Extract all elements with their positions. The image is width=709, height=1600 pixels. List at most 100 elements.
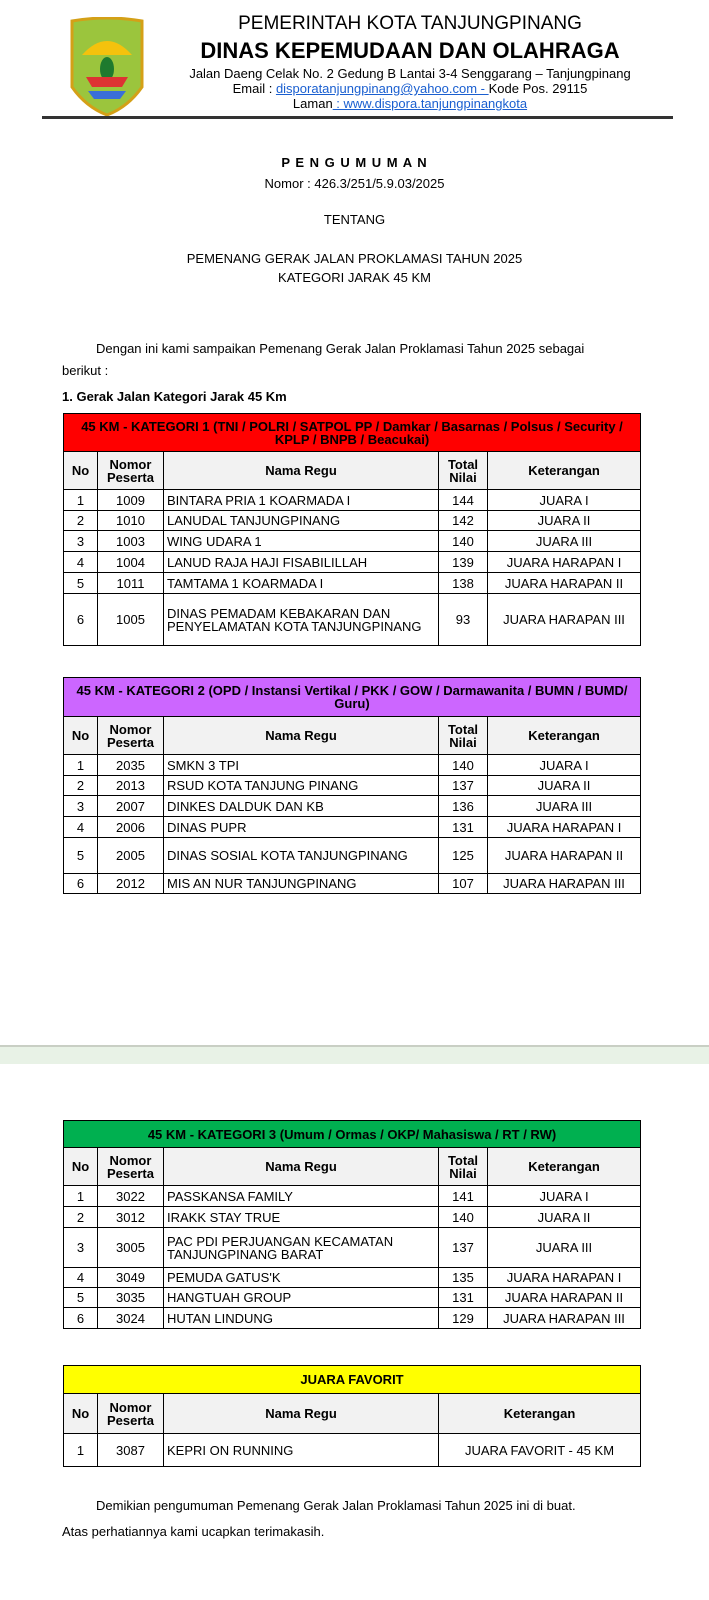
table-row: 5 2005 DINAS SOSIAL KOTA TANJUNGPINANG 125 J… xyxy=(63,837,641,874)
office-name: DINAS KEPEMUDAAN DAN OLAHRAGA xyxy=(200,38,620,63)
table-row: 6 1005 DINAS PEMADAM KEBAKARAN DAN PENYELA… xyxy=(63,593,641,646)
cell-ket: JUARA III xyxy=(487,1227,641,1268)
cell-total: 93 xyxy=(438,593,488,646)
header-nama: Nama Regu xyxy=(163,716,439,755)
cell-ket: JUARA HARAPAN I xyxy=(487,1267,641,1288)
cell-no: 6 xyxy=(63,593,98,646)
header-nama: Nama Regu xyxy=(163,451,439,490)
cell-no: 5 xyxy=(63,837,98,874)
cell-nomor: 3005 xyxy=(97,1227,164,1268)
cell-nama: PEMUDA GATUS'K xyxy=(163,1267,439,1288)
category-3-table: 45 KM - KATEGORI 3 (Umum / Ormas / OKP/ … xyxy=(63,1120,641,1329)
cell-ket: JUARA I xyxy=(487,754,641,776)
letterhead-divider xyxy=(42,116,673,119)
cell-no: 4 xyxy=(63,1267,98,1288)
table-row: 1 3022 PASSKANSA FAMILY 141 JUARA I xyxy=(63,1185,641,1207)
cell-nama: LANUD RAJA HAJI FISABILILLAH xyxy=(163,551,439,573)
cell-no: 4 xyxy=(63,816,98,838)
cell-ket: JUARA HARAPAN II xyxy=(487,572,641,594)
table-row: 1 3087 KEPRI ON RUNNING JUARA FAVORIT - 45 … xyxy=(63,1433,641,1467)
table-row: 4 3049 PEMUDA GATUS'K 135 JUARA HARAPAN I xyxy=(63,1267,641,1288)
subject-line-2: KATEGORI JARAK 45 KM xyxy=(278,270,431,285)
header-no: No xyxy=(63,451,98,490)
announcement-heading: P E N G U M U M A N xyxy=(281,155,428,170)
cell-ket: JUARA HARAPAN III xyxy=(487,593,641,646)
announcement-number: Nomor : 426.3/251/5.9.03/2025 xyxy=(264,176,445,191)
table-title: 45 KM - KATEGORI 2 (OPD / Instansi Verti… xyxy=(63,677,641,717)
cell-nomor: 1004 xyxy=(97,551,164,573)
cell-nama: MIS AN NUR TANJUNGPINANG xyxy=(163,873,439,894)
category-1-table: 45 KM - KATEGORI 1 (TNI / POLRI / SATPOL… xyxy=(63,413,641,646)
table-row: 2 2013 RSUD KOTA TANJUNG PINANG 137 JUARA II xyxy=(63,775,641,796)
cell-no: 6 xyxy=(63,1307,98,1329)
cell-no: 1 xyxy=(63,754,98,776)
page-break xyxy=(0,1045,709,1064)
cell-nomor: 3022 xyxy=(97,1185,164,1207)
cell-no: 1 xyxy=(63,489,98,511)
cell-nama: IRAKK STAY TRUE xyxy=(163,1206,439,1228)
cell-no: 3 xyxy=(63,795,98,817)
intro-text-cont: berikut : xyxy=(62,363,109,378)
header-no: No xyxy=(63,716,98,755)
table-title: JUARA FAVORIT xyxy=(63,1365,641,1394)
cell-nomor: 3087 xyxy=(97,1433,164,1467)
category-2-table: 45 KM - KATEGORI 2 (OPD / Instansi Verti… xyxy=(63,677,641,894)
header-keterangan: Keterangan xyxy=(438,1393,641,1434)
website-line: Laman : www.dispora.tanjungpinangkota xyxy=(170,96,650,111)
office-address: Jalan Daeng Celak No. 2 Gedung B Lantai … xyxy=(189,66,631,81)
favorite-table: JUARA FAVORIT No Nomor Peserta Nama Regu Ket… xyxy=(63,1365,641,1467)
header-nomor: Nomor Peserta xyxy=(97,451,164,490)
cell-total: 135 xyxy=(438,1267,488,1288)
cell-no: 1 xyxy=(63,1433,98,1467)
cell-nomor: 3049 xyxy=(97,1267,164,1288)
cell-nomor: 2006 xyxy=(97,816,164,838)
cell-ket: JUARA II xyxy=(487,510,641,531)
cell-no: 4 xyxy=(63,551,98,573)
cell-total: 141 xyxy=(438,1185,488,1207)
cell-nama: BINTARA PRIA 1 KOARMADA I xyxy=(163,489,439,511)
cell-no: 2 xyxy=(63,1206,98,1228)
cell-no: 3 xyxy=(63,1227,98,1268)
table-row: 3 1003 WING UDARA 1 140 JUARA III xyxy=(63,530,641,552)
cell-total: 137 xyxy=(438,1227,488,1268)
cell-ket: JUARA II xyxy=(487,775,641,796)
city-emblem-logo xyxy=(70,17,144,117)
cell-total: 136 xyxy=(438,795,488,817)
subject-line-1: PEMENANG GERAK JALAN PROKLAMASI TAHUN 20… xyxy=(186,251,523,266)
cell-no: 2 xyxy=(63,775,98,796)
cell-nama: TAMTAMA 1 KOARMADA I xyxy=(163,572,439,594)
cell-nomor: 1009 xyxy=(97,489,164,511)
cell-nomor: 2012 xyxy=(97,873,164,894)
header-nomor: Nomor Peserta xyxy=(97,1147,164,1186)
table-title: 45 KM - KATEGORI 3 (Umum / Ormas / OKP/ … xyxy=(63,1120,641,1148)
cell-ket: JUARA HARAPAN III xyxy=(487,873,641,894)
cell-total: 107 xyxy=(438,873,488,894)
cell-nomor: 1010 xyxy=(97,510,164,531)
website-link[interactable]: : www.dispora.tanjungpinangkota xyxy=(332,96,528,111)
intro-text: Dengan ini kami sampaikan Pemenang Gerak… xyxy=(96,341,585,356)
header-keterangan: Keterangan xyxy=(487,451,641,490)
cell-total: 139 xyxy=(438,551,488,573)
table-row: 6 2012 MIS AN NUR TANJUNGPINANG 107 JUARA HA… xyxy=(63,873,641,894)
cell-nama: PAC PDI PERJUANGAN KECAMATAN TANJUNGPINA… xyxy=(163,1227,439,1268)
table-title: 45 KM - KATEGORI 1 (TNI / POLRI / SATPOL… xyxy=(63,413,641,452)
cell-total: 144 xyxy=(438,489,488,511)
cell-total: 131 xyxy=(438,816,488,838)
postal-code: Kode Pos. 29115 xyxy=(488,81,588,96)
cell-total: 138 xyxy=(438,572,488,594)
cell-nomor: 2013 xyxy=(97,775,164,796)
cell-total: 125 xyxy=(438,837,488,874)
header-total: Total Nilai xyxy=(438,716,488,755)
table-row: 2 1010 LANUDAL TANJUNGPINANG 142 JUARA II xyxy=(63,510,641,531)
cell-ket: JUARA III xyxy=(487,795,641,817)
cell-ket: JUARA HARAPAN I xyxy=(487,816,641,838)
cell-nomor: 3012 xyxy=(97,1206,164,1228)
cell-nomor: 3024 xyxy=(97,1307,164,1329)
header-no: No xyxy=(63,1147,98,1186)
header-no: No xyxy=(63,1393,98,1434)
email-link[interactable]: disporatanjungpinang@yahoo.com - xyxy=(275,81,489,96)
cell-ket: JUARA HARAPAN III xyxy=(487,1307,641,1329)
cell-no: 6 xyxy=(63,873,98,894)
cell-total: 140 xyxy=(438,754,488,776)
